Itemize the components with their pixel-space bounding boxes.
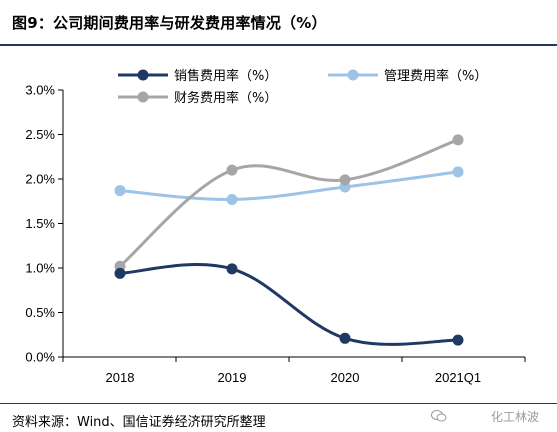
data-point-0 [226,263,238,275]
watermark-text: 化工林波 [490,410,539,424]
y-tick-label: 3.0% [25,83,55,98]
chart-series-layer [114,134,464,346]
legend-swatch-marker [137,91,149,103]
source-note: 资料来源：Wind、国信证券经济研究所整理 [12,415,266,430]
series-line-2 [118,138,460,268]
y-tick-label: 2.0% [25,172,55,187]
y-tick-label: 2.5% [25,127,55,142]
chart-legend: 销售费用率（%） 管理费用率（%） 财务费用率（%） [118,68,487,106]
x-tick-label: 2021Q1 [435,370,481,385]
figure-title: 图9：公司期间费用率与研发费用率情况（%） [12,14,327,32]
source-rule [0,403,557,404]
data-point-0 [114,267,126,279]
data-point-0 [452,334,464,346]
data-point-2 [226,164,238,176]
series-line-1 [118,170,460,201]
series-line-0 [118,263,460,346]
legend-label: 销售费用率（%） [174,68,277,84]
data-point-2 [452,134,464,146]
y-tick-label: 0.0% [25,350,55,365]
data-point-1 [226,193,238,205]
y-tick-label: 1.5% [25,216,55,231]
x-tick-label: 2018 [106,370,135,385]
wechat-icon [431,410,447,422]
y-tick-label: 0.5% [25,305,55,320]
title-rule [0,44,557,46]
y-tick-label: 1.0% [25,261,55,276]
data-point-2 [339,174,351,186]
x-tick-label: 2020 [331,370,360,385]
line-chart: 0.0% 0.5% 1.0% 1.5% 2.0% 2.5% 3.0% 2018 2019 2020… [25,68,526,385]
data-point-0 [339,332,351,344]
legend-swatch-marker [347,69,359,81]
data-point-1 [114,185,126,197]
x-tick-label: 2019 [218,370,247,385]
legend-swatch-marker [137,69,149,81]
data-point-1 [452,166,464,178]
legend-label: 财务费用率（%） [174,90,277,106]
legend-label: 管理费用率（%） [384,68,487,84]
chart-axes: 0.0% 0.5% 1.0% 1.5% 2.0% 2.5% 3.0% 2018 2019 2020… [25,83,526,385]
